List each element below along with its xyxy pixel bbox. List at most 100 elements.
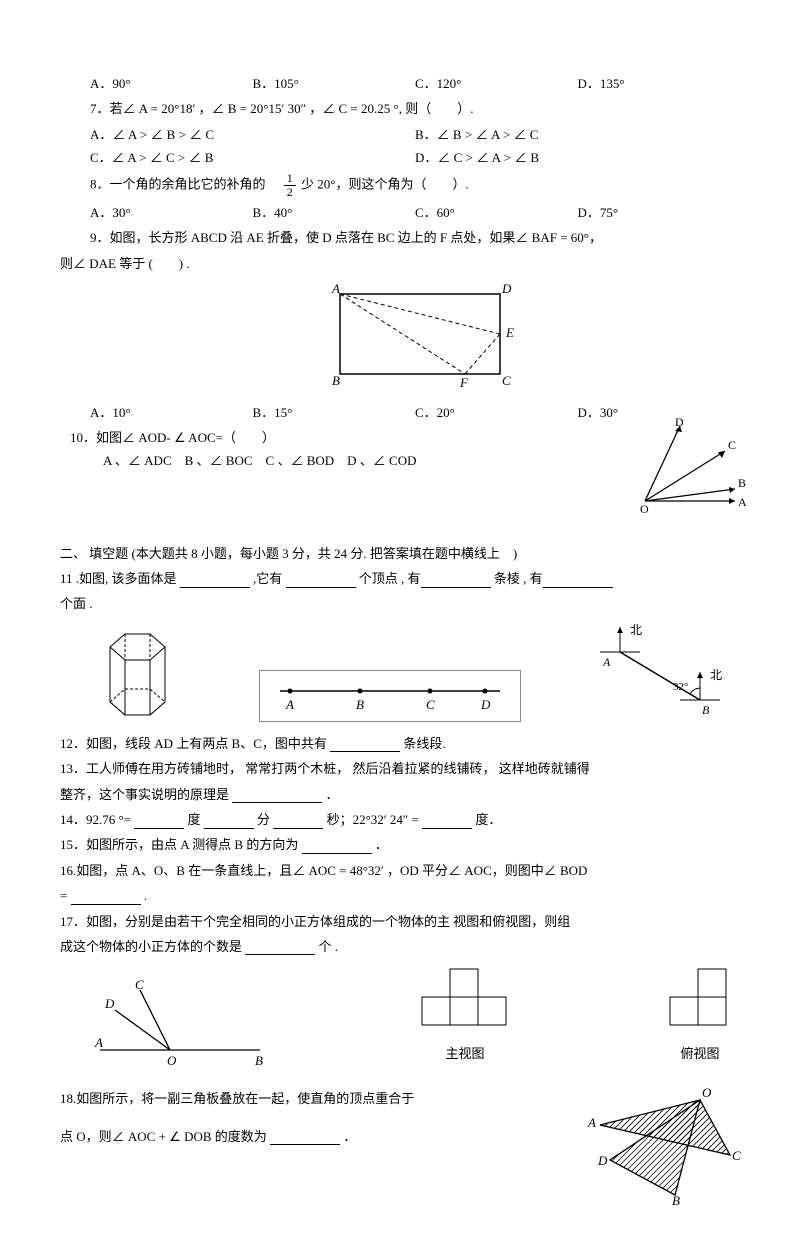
svg-text:北: 北	[710, 668, 722, 682]
front-view: 主视图	[420, 964, 510, 1065]
svg-text:A: A	[738, 495, 747, 509]
q7-stem: 7．若∠ A = 20°18′ ，∠ B = 20°15′ 30″ ，∠ C =…	[90, 97, 740, 120]
q9-opt-c: C．20°	[415, 401, 578, 424]
q12-t2: 条线段.	[403, 736, 445, 751]
svg-text:B: B	[332, 373, 340, 388]
svg-text:A: A	[331, 281, 340, 296]
q14-t5: 度．	[475, 812, 501, 827]
q14: 14．92.76 °= 度 分 秒；22°32′ 24″ = 度．	[60, 808, 740, 831]
q6-options: A．90° B．105° C．120° D．135°	[90, 72, 740, 95]
q8-opt-c: C．60°	[415, 201, 578, 224]
svg-text:C: C	[135, 977, 144, 992]
q16-1: 16.如图，点 A、O、B 在一条直线上，且∠ AOC = 48°32′ ，OD…	[60, 859, 740, 882]
prism-figure	[90, 622, 190, 722]
svg-text:B: B	[702, 703, 710, 717]
frac-num: 1	[284, 172, 296, 186]
svg-text:B: B	[738, 476, 746, 490]
q7-options-2: C．∠ A > ∠ C > ∠ B D．∠ C > ∠ A > ∠ B	[90, 146, 740, 169]
svg-text:D: D	[104, 996, 115, 1011]
q12-t1: 12．如图，线段 AD 上有两点 B、C，图中共有	[60, 736, 330, 751]
svg-text:C: C	[426, 697, 435, 712]
q8-opt-b: B．40°	[253, 201, 416, 224]
q18-2: 点 O，则∠ AOC + ∠ DOB 的度数为 ．	[60, 1125, 570, 1148]
svg-text:D: D	[480, 697, 491, 712]
q15: 15．如图所示，由点 A 测得点 B 的方向为 ．	[60, 833, 740, 856]
q11: 11 .如图, 该多面体是 ,它有 个顶点 , 有 条棱 , 有	[60, 567, 740, 590]
q14-t1: 14．92.76 °=	[60, 812, 134, 827]
angle-aob-figure: A B O C D	[90, 975, 270, 1065]
q10-figure: O A B C D	[620, 421, 750, 511]
q9-stem-line2: 则∠ DAE 等于 ( ) .	[60, 252, 740, 275]
svg-text:D: D	[501, 281, 512, 296]
q9-opt-b: B．15°	[253, 401, 416, 424]
q7-opt-a: A．∠ A > ∠ B > ∠ C	[90, 123, 415, 146]
q8-stem-1: 8．一个角的余角比它的补角的	[90, 176, 279, 191]
q9-opt-a: A．10°	[90, 401, 253, 424]
svg-text:B: B	[356, 697, 364, 712]
q15-t1: 15．如图所示，由点 A 测得点 B 的方向为	[60, 837, 302, 852]
svg-text:C: C	[502, 373, 511, 388]
q16-t2: =	[60, 888, 71, 903]
q7-opt-c: C．∠ A > ∠ C > ∠ B	[90, 146, 415, 169]
svg-text:D: D	[597, 1153, 608, 1168]
q18: 18.如图所示，将一副三角板叠放在一起，使直角的顶点重合于 点 O，则∠ AOC…	[60, 1085, 740, 1205]
q12: 12．如图，线段 AD 上有两点 B、C，图中共有 条线段.	[60, 732, 740, 755]
q17-2: 成这个物体的小正方体的个数是 个 .	[60, 935, 740, 958]
frac-den: 2	[284, 186, 296, 199]
q9-figure: A D B C E F	[90, 279, 740, 396]
q18-1: 18.如图所示，将一副三角板叠放在一起，使直角的顶点重合于	[60, 1087, 570, 1110]
q11-t3: 个顶点 , 有	[359, 571, 421, 586]
q18-t2: 点 O，则∠ AOC + ∠ DOB 的度数为	[60, 1129, 270, 1144]
q8-stem-2: 少 20°，则这个角为（ ）.	[301, 176, 469, 191]
q9-stem-line1: 9．如图，长方形 ABCD 沿 AE 折叠，使 D 点落在 BC 边上的 F 点…	[90, 226, 740, 249]
svg-text:E: E	[505, 325, 514, 340]
svg-text:B: B	[255, 1053, 263, 1068]
q16-t3: .	[144, 888, 147, 903]
svg-text:A: A	[94, 1035, 103, 1050]
q16-2: = .	[60, 884, 740, 907]
q17-t2: 成这个物体的小正方体的个数是	[60, 939, 245, 954]
q8-stem: 8．一个角的余角比它的补角的 1 2 少 20°，则这个角为（ ）.	[90, 172, 740, 199]
svg-text:A: A	[602, 655, 611, 669]
svg-text:北: 北	[630, 623, 642, 637]
q10-block: 10．如图∠ AOD- ∠ AOC=（ ） A 、∠ ADC B 、∠ BOC …	[90, 426, 740, 473]
q17-t3: 个 .	[319, 939, 339, 954]
q18-figure: O A C D B	[580, 1085, 740, 1205]
svg-text:O: O	[640, 502, 649, 516]
q7-opt-d: D．∠ C > ∠ A > ∠ B	[415, 146, 740, 169]
q17-1: 17．如图，分别是由若干个完全相同的小正方体组成的一个物体的主 视图和俯视图，则…	[60, 910, 740, 933]
q6-opt-a: A．90°	[90, 72, 253, 95]
front-label: 主视图	[420, 1042, 510, 1065]
q11-t1: 11 .如图, 该多面体是	[60, 571, 180, 586]
svg-text:C: C	[732, 1148, 741, 1163]
q17-figures: A B O C D 主视图 俯视图	[90, 964, 740, 1065]
svg-text:A: A	[587, 1115, 596, 1130]
svg-text:O: O	[167, 1053, 177, 1068]
q8-options: A．30° B．40° C．60° D．75°	[90, 201, 740, 224]
q18-t3: ．	[343, 1129, 356, 1144]
q13-1: 13．工人师傅在用方砖铺地时， 常常打两个木桩， 然后沿着拉紧的线铺砖， 这样地…	[60, 757, 740, 780]
q6-opt-b: B．105°	[253, 72, 416, 95]
q7-opt-b: B．∠ B > ∠ A > ∠ C	[415, 123, 740, 146]
svg-text:F: F	[459, 375, 469, 390]
q6-opt-c: C．120°	[415, 72, 578, 95]
q13-t2: 整齐，这个事实说明的原理是	[60, 787, 232, 802]
svg-text:D: D	[675, 415, 684, 429]
svg-text:32°: 32°	[673, 681, 688, 693]
segment-abcd: A B C D	[259, 670, 521, 722]
top-view: 俯视图	[660, 964, 740, 1065]
q11-b: 个面 .	[60, 592, 740, 615]
q13-t3: ．	[326, 787, 339, 802]
q14-t2: 度	[188, 812, 204, 827]
q11-t4: 条棱 , 有	[494, 571, 543, 586]
svg-text:O: O	[702, 1085, 712, 1100]
q11-t2: ,它有	[253, 571, 286, 586]
section2-title: 二、 填空题 (本大题共 8 小题，每小题 3 分，共 24 分. 把答案填在题…	[60, 542, 740, 565]
q7-options: A．∠ A > ∠ B > ∠ C B．∠ B > ∠ A > ∠ C	[90, 123, 740, 146]
q8-opt-d: D．75°	[578, 201, 741, 224]
q14-t3: 分	[257, 812, 273, 827]
bearing-figure: 北 北 A B 32°	[590, 622, 740, 722]
q14-t4: 秒；22°32′ 24″ =	[327, 812, 423, 827]
q6-opt-d: D．135°	[578, 72, 741, 95]
q13-2: 整齐，这个事实说明的原理是 ．	[60, 783, 740, 806]
